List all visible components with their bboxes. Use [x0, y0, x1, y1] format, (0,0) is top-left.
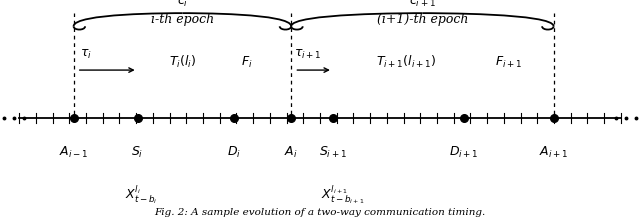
Text: $S_{i}$: $S_{i}$ [131, 145, 144, 160]
Text: $T_{i+1}(l_{i+1})$: $T_{i+1}(l_{i+1})$ [376, 54, 436, 70]
Text: $F_{i+1}$: $F_{i+1}$ [495, 55, 522, 70]
Text: $A_{i}$: $A_{i}$ [284, 145, 298, 160]
Text: $F_i$: $F_i$ [241, 55, 252, 70]
Text: $D_{i+1}$: $D_{i+1}$ [449, 145, 479, 160]
Text: $T_i(l_i)$: $T_i(l_i)$ [169, 54, 196, 70]
Text: $A_{i-1}$: $A_{i-1}$ [59, 145, 88, 160]
Text: $X^{l_{i+1}}_{t-b_{i+1}}$: $X^{l_{i+1}}_{t-b_{i+1}}$ [321, 184, 364, 207]
Text: $S_{i+1}$: $S_{i+1}$ [319, 145, 347, 160]
Text: $c_{i}$: $c_{i}$ [177, 0, 188, 9]
Text: i-th epoch: i-th epoch [151, 13, 214, 26]
Text: $X^{l_i}_{t-b_i}$: $X^{l_i}_{t-b_i}$ [125, 184, 157, 207]
Text: $A_{i+1}$: $A_{i+1}$ [539, 145, 568, 160]
Text: Fig. 2: A sample evolution of a two-way communication timing.: Fig. 2: A sample evolution of a two-way … [154, 208, 486, 217]
Text: $\tau_{i+1}$: $\tau_{i+1}$ [294, 48, 322, 61]
Text: (i+1)-th epoch: (i+1)-th epoch [377, 13, 468, 26]
Text: $c_{i+1}$: $c_{i+1}$ [409, 0, 436, 9]
Text: $\tau_{i}$: $\tau_{i}$ [80, 48, 92, 61]
Text: $D_{i}$: $D_{i}$ [227, 145, 241, 160]
